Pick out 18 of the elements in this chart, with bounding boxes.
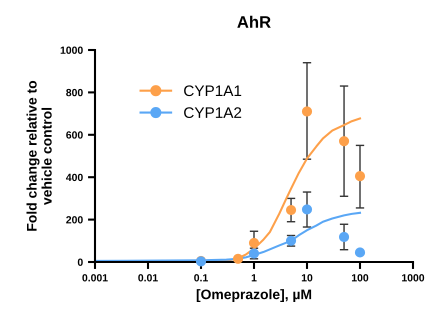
y-tick-label: 0: [78, 258, 83, 266]
x-tick-label: 1: [252, 274, 257, 282]
legend-label: CYP1A2: [184, 107, 242, 118]
y-axis-title: Fold change relative to vehicle control: [26, 80, 52, 231]
y-tick-label: 1000: [60, 46, 83, 54]
chart-title: AhR: [237, 16, 271, 28]
x-tick-label: 10: [302, 274, 312, 282]
x-axis-title: [Omeprazole], µM: [196, 289, 312, 302]
y-tick-label: 600: [66, 131, 83, 139]
y-tick-label: 800: [66, 88, 83, 96]
x-tick-label: 0.01: [138, 274, 158, 282]
x-tick-label: 0.1: [194, 274, 208, 282]
y-tick-label: 400: [66, 174, 83, 182]
x-tick-label: 100: [352, 274, 368, 282]
x-tick-label: 0.001: [82, 274, 108, 282]
legend-label: CYP1A1: [184, 85, 242, 96]
y-tick-label: 200: [66, 216, 83, 224]
x-tick-label: 1000: [402, 274, 424, 282]
